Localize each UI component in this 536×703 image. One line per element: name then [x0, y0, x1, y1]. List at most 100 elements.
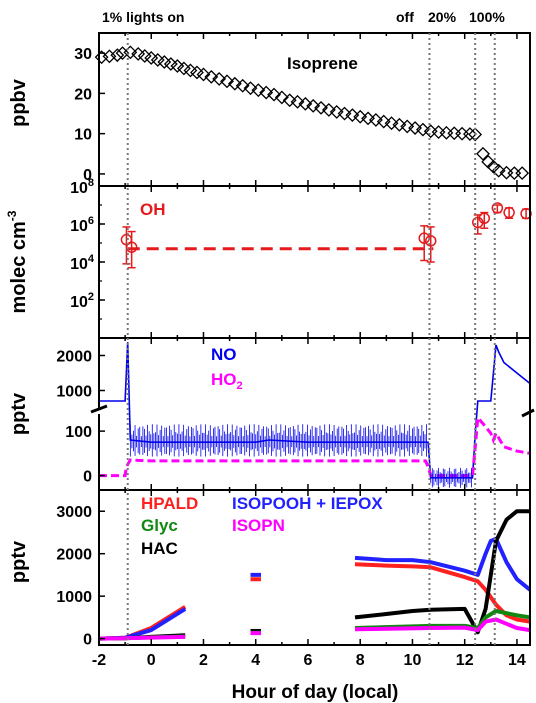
isoprene-point [251, 83, 266, 98]
isoprene-point [115, 46, 130, 61]
isoprene-point [196, 67, 211, 82]
legend-no: NO [211, 345, 237, 364]
oh-point [520, 207, 532, 220]
y-tick-label-oh-base: 10 [70, 256, 88, 273]
y-tick-label-oh: 106 [70, 215, 94, 235]
isoprene-point [267, 87, 281, 102]
y-tick-label-oh: 108 [70, 177, 94, 197]
oh-point [503, 206, 515, 219]
isoprene-point [345, 108, 360, 123]
isoprene-point [212, 71, 227, 86]
y-tick-label-no-upper: 2000 [56, 349, 92, 366]
ylabel-no-ho2: pptv [8, 392, 30, 435]
isoprene-point [190, 65, 204, 80]
isoprene-point [227, 76, 242, 91]
series-line-isopn [98, 617, 531, 641]
isoprene-point [439, 125, 454, 140]
legend-ho2-subscript: 2 [237, 380, 243, 392]
legend-isopooh-iepox: ISOPOOH + IEPOX [232, 494, 383, 513]
isoprene-point [290, 94, 305, 109]
isoprene-point [476, 146, 490, 161]
isoprene-point [486, 159, 501, 174]
isoprene-point [400, 119, 415, 134]
isoprene-point [220, 74, 234, 89]
isoprene-point [137, 49, 152, 63]
y-tick-label-no-upper: 1000 [56, 384, 92, 401]
legend-glyc: Glyc [141, 516, 178, 535]
panel-frame-4 [98, 489, 531, 646]
annotation-100: 100% [469, 9, 505, 25]
y-tick-label-oh-base: 10 [70, 218, 88, 235]
x-axis-title: Hour of day (local) [232, 682, 399, 703]
isoprene-point [408, 121, 422, 135]
isoprene-point [384, 116, 399, 131]
isoprene-point [392, 117, 407, 132]
isoprene-point [329, 104, 344, 119]
isoprene-point [144, 51, 159, 65]
isoprene-point [94, 50, 109, 65]
axis-break-right [521, 408, 535, 418]
y-tick-label-isoprene: 0 [83, 167, 92, 184]
oh-point [491, 202, 504, 214]
isoprene-point [368, 113, 383, 127]
isoprene-point [515, 166, 530, 181]
isoprene-point [415, 122, 430, 137]
axis-break-gap-left [93, 408, 105, 414]
x-tick-label: 0 [147, 652, 156, 669]
x-tick-label: 12 [456, 652, 474, 669]
isoprene-point [298, 96, 313, 111]
isoprene-point [353, 109, 368, 124]
isoprene-point [463, 127, 477, 141]
isoprene-point [282, 93, 297, 108]
axis-break-left [90, 404, 108, 414]
y-tick-label-isoprene: 30 [74, 46, 92, 63]
y-tick-label-oh-exponent: 8 [88, 177, 94, 189]
ylabel-products: pptv [8, 540, 30, 583]
isoprene-point [183, 63, 198, 78]
isoprene-point [176, 61, 191, 76]
y-tick-label-oh-exponent: 4 [88, 253, 95, 265]
x-tick-label: 8 [356, 652, 365, 669]
y-tick-label-oh: 102 [70, 291, 94, 311]
y-tick-label-products: 1000 [56, 589, 92, 606]
isoprene-point [447, 126, 462, 141]
isoprene-point [163, 57, 178, 71]
isoprene-label: Isoprene [287, 54, 358, 73]
isoprene-point [361, 111, 375, 126]
ho2-series-line [99, 414, 531, 478]
y-tick-label-products: 2000 [56, 547, 92, 564]
x-tick-label: 4 [251, 652, 260, 669]
legend-hpald: HPALD [141, 494, 198, 513]
annotation-lights-on: 1% lights on [102, 9, 184, 25]
y-tick-label-products: 0 [83, 632, 92, 649]
x-tick-label: 6 [304, 652, 313, 669]
legend-ho2: HO2 [211, 370, 243, 392]
isoprene-point [150, 53, 165, 67]
y-tick-label-isoprene: 10 [74, 127, 92, 144]
y-tick-label-no-lower: 100 [65, 424, 92, 441]
y-tick-label-no-lower: 0 [83, 469, 92, 486]
ylabel-oh: molec cm-3 [5, 210, 30, 313]
x-tick-label: 2 [199, 652, 208, 669]
isoprene-point [306, 98, 321, 113]
oh-point [478, 212, 491, 225]
isoprene-point [314, 100, 328, 115]
x-tick-label: 14 [508, 652, 526, 669]
isoprene-point [455, 126, 470, 141]
isoprene-point [110, 48, 125, 63]
text-layer: 1% lights on off 20% 100% Isoprene OH NO… [5, 9, 526, 703]
isoprene-point [123, 45, 138, 60]
panel-frame-3 [98, 337, 531, 491]
isoprene-point [321, 102, 336, 117]
isoprene-point [431, 125, 446, 139]
y-tick-label-oh-base: 10 [70, 294, 88, 311]
y-tick-label-isoprene: 20 [74, 86, 92, 103]
y-tick-label-oh: 104 [70, 253, 95, 273]
isoprene-point [170, 59, 185, 73]
isoprene-point [468, 127, 483, 142]
isoprene-point [204, 69, 219, 84]
x-tick-label: 10 [404, 652, 422, 669]
no-series-line [99, 342, 531, 479]
x-tick-label: -2 [92, 652, 106, 669]
